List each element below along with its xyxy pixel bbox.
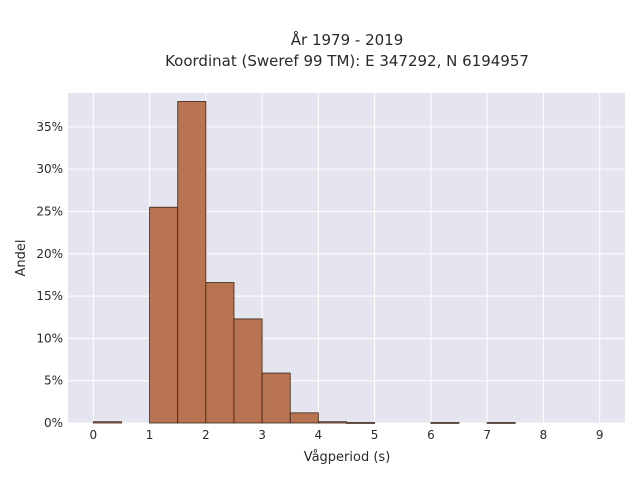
y-tick-label: 15% bbox=[36, 289, 63, 303]
histogram-bar bbox=[430, 422, 460, 424]
histogram-bar bbox=[346, 422, 376, 424]
histogram-bar bbox=[233, 318, 263, 424]
histogram-bar bbox=[149, 206, 179, 424]
y-tick-label: 20% bbox=[36, 247, 63, 261]
histogram-bar bbox=[289, 412, 319, 424]
y-tick-label: 5% bbox=[44, 374, 63, 388]
y-tick-label: 30% bbox=[36, 162, 63, 176]
x-axis-label: Vågperiod (s) bbox=[304, 450, 391, 465]
chart-title-line1: År 1979 - 2019 bbox=[291, 30, 404, 49]
y-tick-label: 0% bbox=[44, 416, 63, 430]
chart-title-line2: Koordinat (Sweref 99 TM): E 347292, N 61… bbox=[165, 52, 529, 70]
y-tick-label: 25% bbox=[36, 204, 63, 218]
histogram-bar bbox=[486, 422, 516, 424]
x-tick-label: 2 bbox=[202, 428, 210, 442]
x-tick-label: 3 bbox=[258, 428, 266, 442]
y-tick-label: 35% bbox=[36, 120, 63, 134]
histogram-bar bbox=[317, 421, 347, 424]
x-tick-label: 4 bbox=[315, 428, 323, 442]
x-tick-label: 6 bbox=[427, 428, 435, 442]
x-tick-label: 0 bbox=[89, 428, 97, 442]
x-tick-label: 8 bbox=[540, 428, 548, 442]
y-tick-label: 10% bbox=[36, 331, 63, 345]
y-axis-ticks: 0% 5% 10% 15% 20% 25% 30% 35% bbox=[36, 120, 63, 430]
x-tick-label: 9 bbox=[596, 428, 604, 442]
histogram-bar bbox=[205, 282, 235, 424]
histogram-bar bbox=[177, 101, 207, 424]
x-tick-label: 7 bbox=[483, 428, 491, 442]
y-axis-label: Andel bbox=[14, 240, 29, 277]
histogram-bar bbox=[261, 372, 291, 424]
x-tick-label: 5 bbox=[371, 428, 379, 442]
histogram-bar bbox=[92, 421, 122, 424]
x-axis-ticks: 0 1 2 3 4 5 6 7 8 9 bbox=[89, 428, 603, 442]
x-tick-label: 1 bbox=[146, 428, 154, 442]
bars bbox=[92, 101, 516, 424]
